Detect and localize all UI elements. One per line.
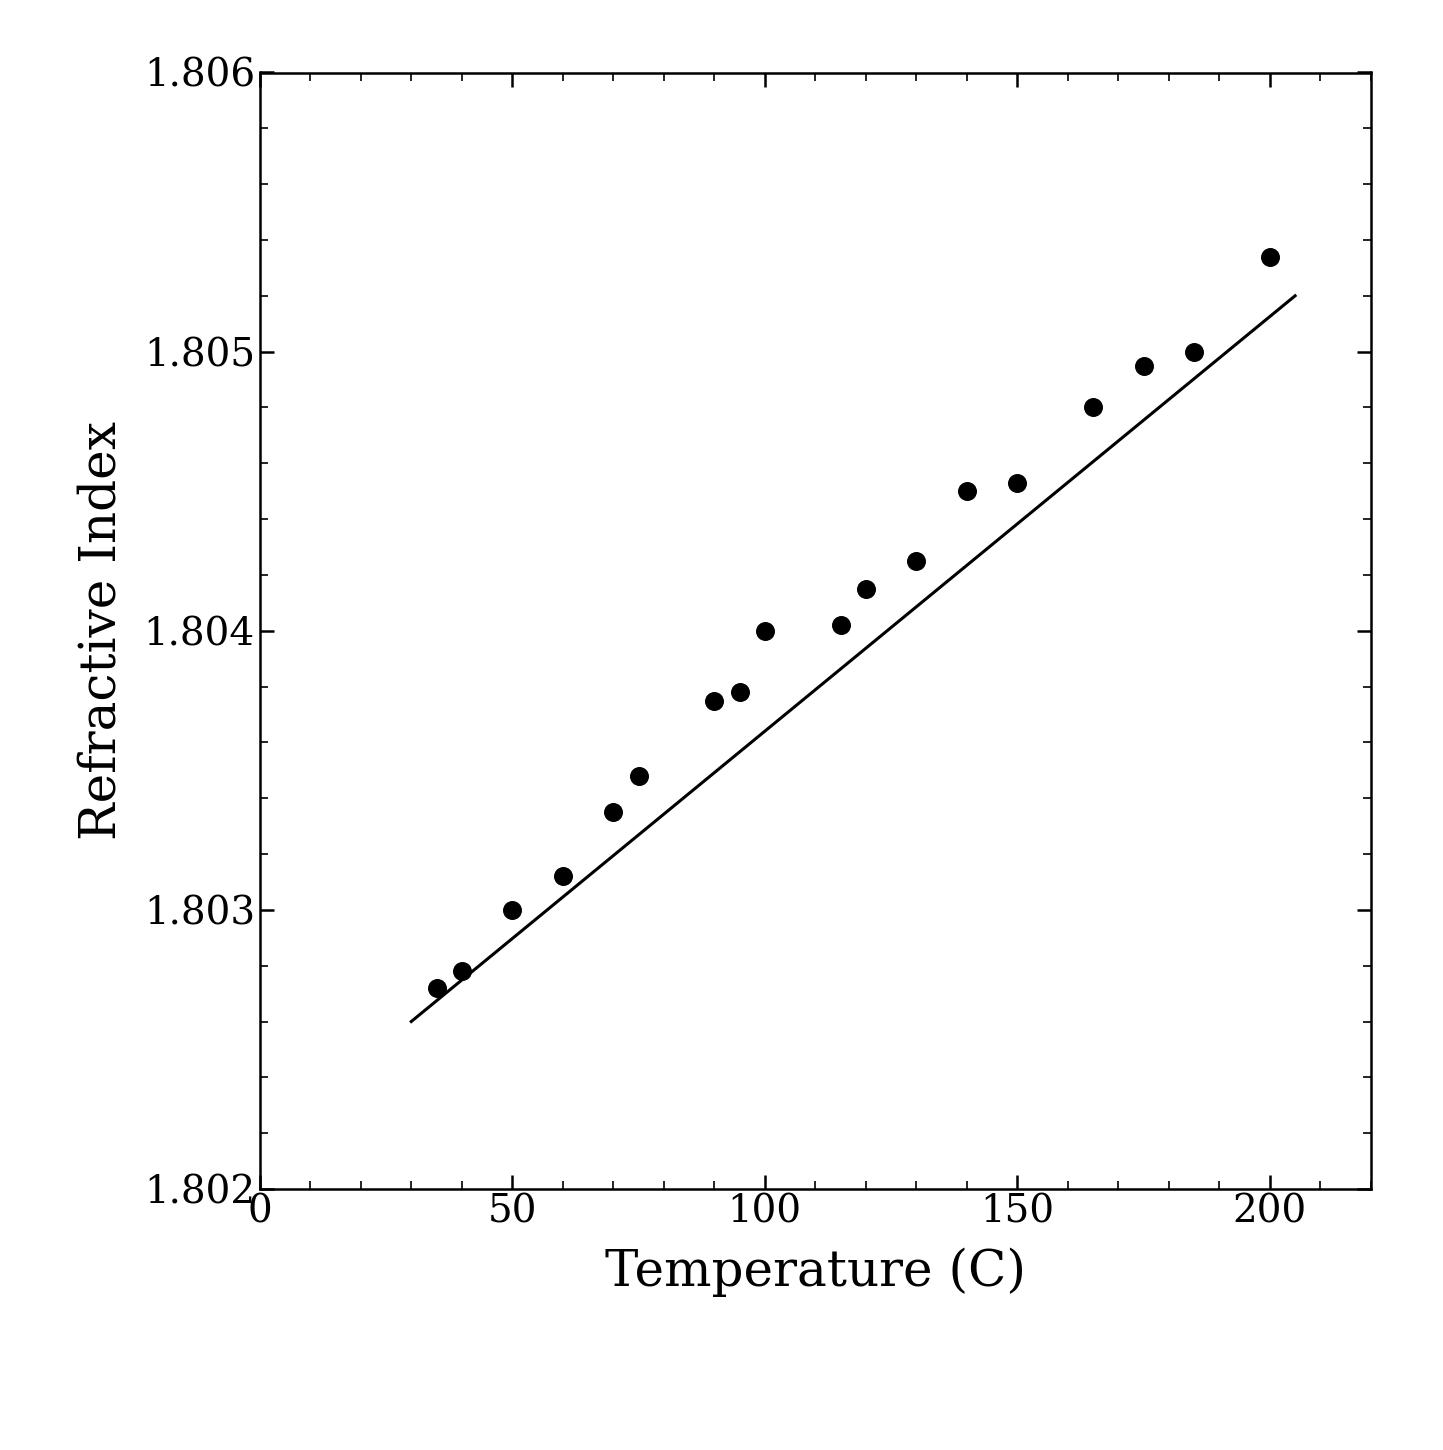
Y-axis label: Refractive Index: Refractive Index [78, 422, 127, 840]
Point [1082, 396, 1105, 419]
Point [905, 550, 928, 573]
Point [703, 689, 726, 712]
Point [854, 577, 877, 600]
Point [1258, 245, 1281, 268]
Point [424, 976, 447, 999]
Point [1006, 471, 1029, 494]
Point [602, 800, 625, 824]
Point [753, 619, 776, 642]
Point [1131, 354, 1154, 377]
Point [551, 864, 574, 887]
Point [450, 960, 473, 983]
Point [828, 613, 851, 637]
Point [501, 898, 524, 922]
X-axis label: Temperature (C): Temperature (C) [605, 1247, 1026, 1296]
Point [727, 680, 750, 703]
Point [626, 764, 649, 787]
Point [1183, 341, 1206, 364]
Point [955, 480, 978, 503]
